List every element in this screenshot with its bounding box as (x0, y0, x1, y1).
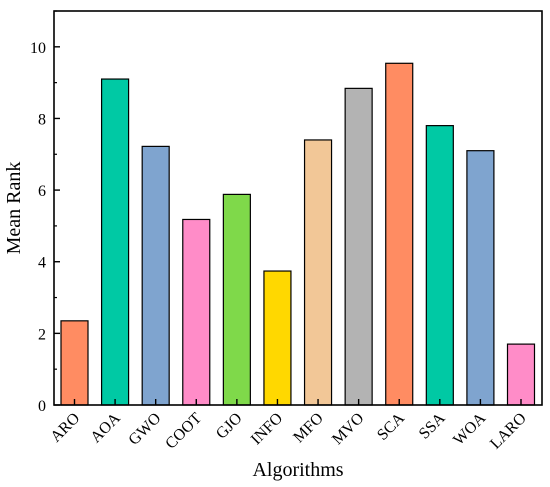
y-tick-label: 8 (38, 111, 46, 128)
bar-mfo (303, 139, 333, 406)
x-tick-label-coot: COOT (162, 410, 205, 453)
bar-gjo (222, 193, 251, 406)
x-tick-label-info: INFO (248, 410, 286, 448)
x-tick-label-gjo: GJO (213, 410, 246, 443)
x-tick-label-aoa: AOA (87, 409, 124, 446)
x-tick-label-mfo: MFO (290, 410, 327, 447)
plot-frame (53, 10, 543, 406)
bar-sca (385, 62, 414, 406)
bar-woa (466, 150, 495, 406)
bar-aoa (100, 78, 130, 406)
x-tick-label-laro: LARO (487, 410, 530, 453)
x-tick-label-mvo: MVO (329, 410, 367, 448)
bar-coot (182, 218, 211, 406)
y-tick-label: 6 (38, 183, 46, 200)
bar-ssa (425, 125, 454, 406)
bars-layer (60, 62, 536, 406)
y-tick-label: 10 (30, 40, 46, 57)
x-axis-title: Algorithms (252, 459, 343, 481)
y-tick-label: 2 (38, 326, 46, 343)
x-tick-label-gwo: GWO (125, 410, 164, 449)
y-axis: 0 2 4 6 8 10 (30, 10, 60, 415)
bar-gwo (141, 145, 170, 406)
x-tick-label-woa: WOA (450, 409, 489, 448)
bar-mvo (344, 87, 373, 406)
x-tick-label-aro: ARO (47, 410, 83, 446)
x-tick-label-sca: SCA (374, 409, 408, 443)
bar-aro (60, 320, 89, 406)
bar-info (263, 270, 292, 406)
y-axis-title: Mean Rank (3, 162, 25, 255)
x-tick-label-ssa: SSA (416, 409, 449, 442)
y-tick-label: 0 (38, 398, 46, 415)
bar-laro (506, 343, 536, 406)
y-tick-label: 4 (38, 255, 46, 272)
